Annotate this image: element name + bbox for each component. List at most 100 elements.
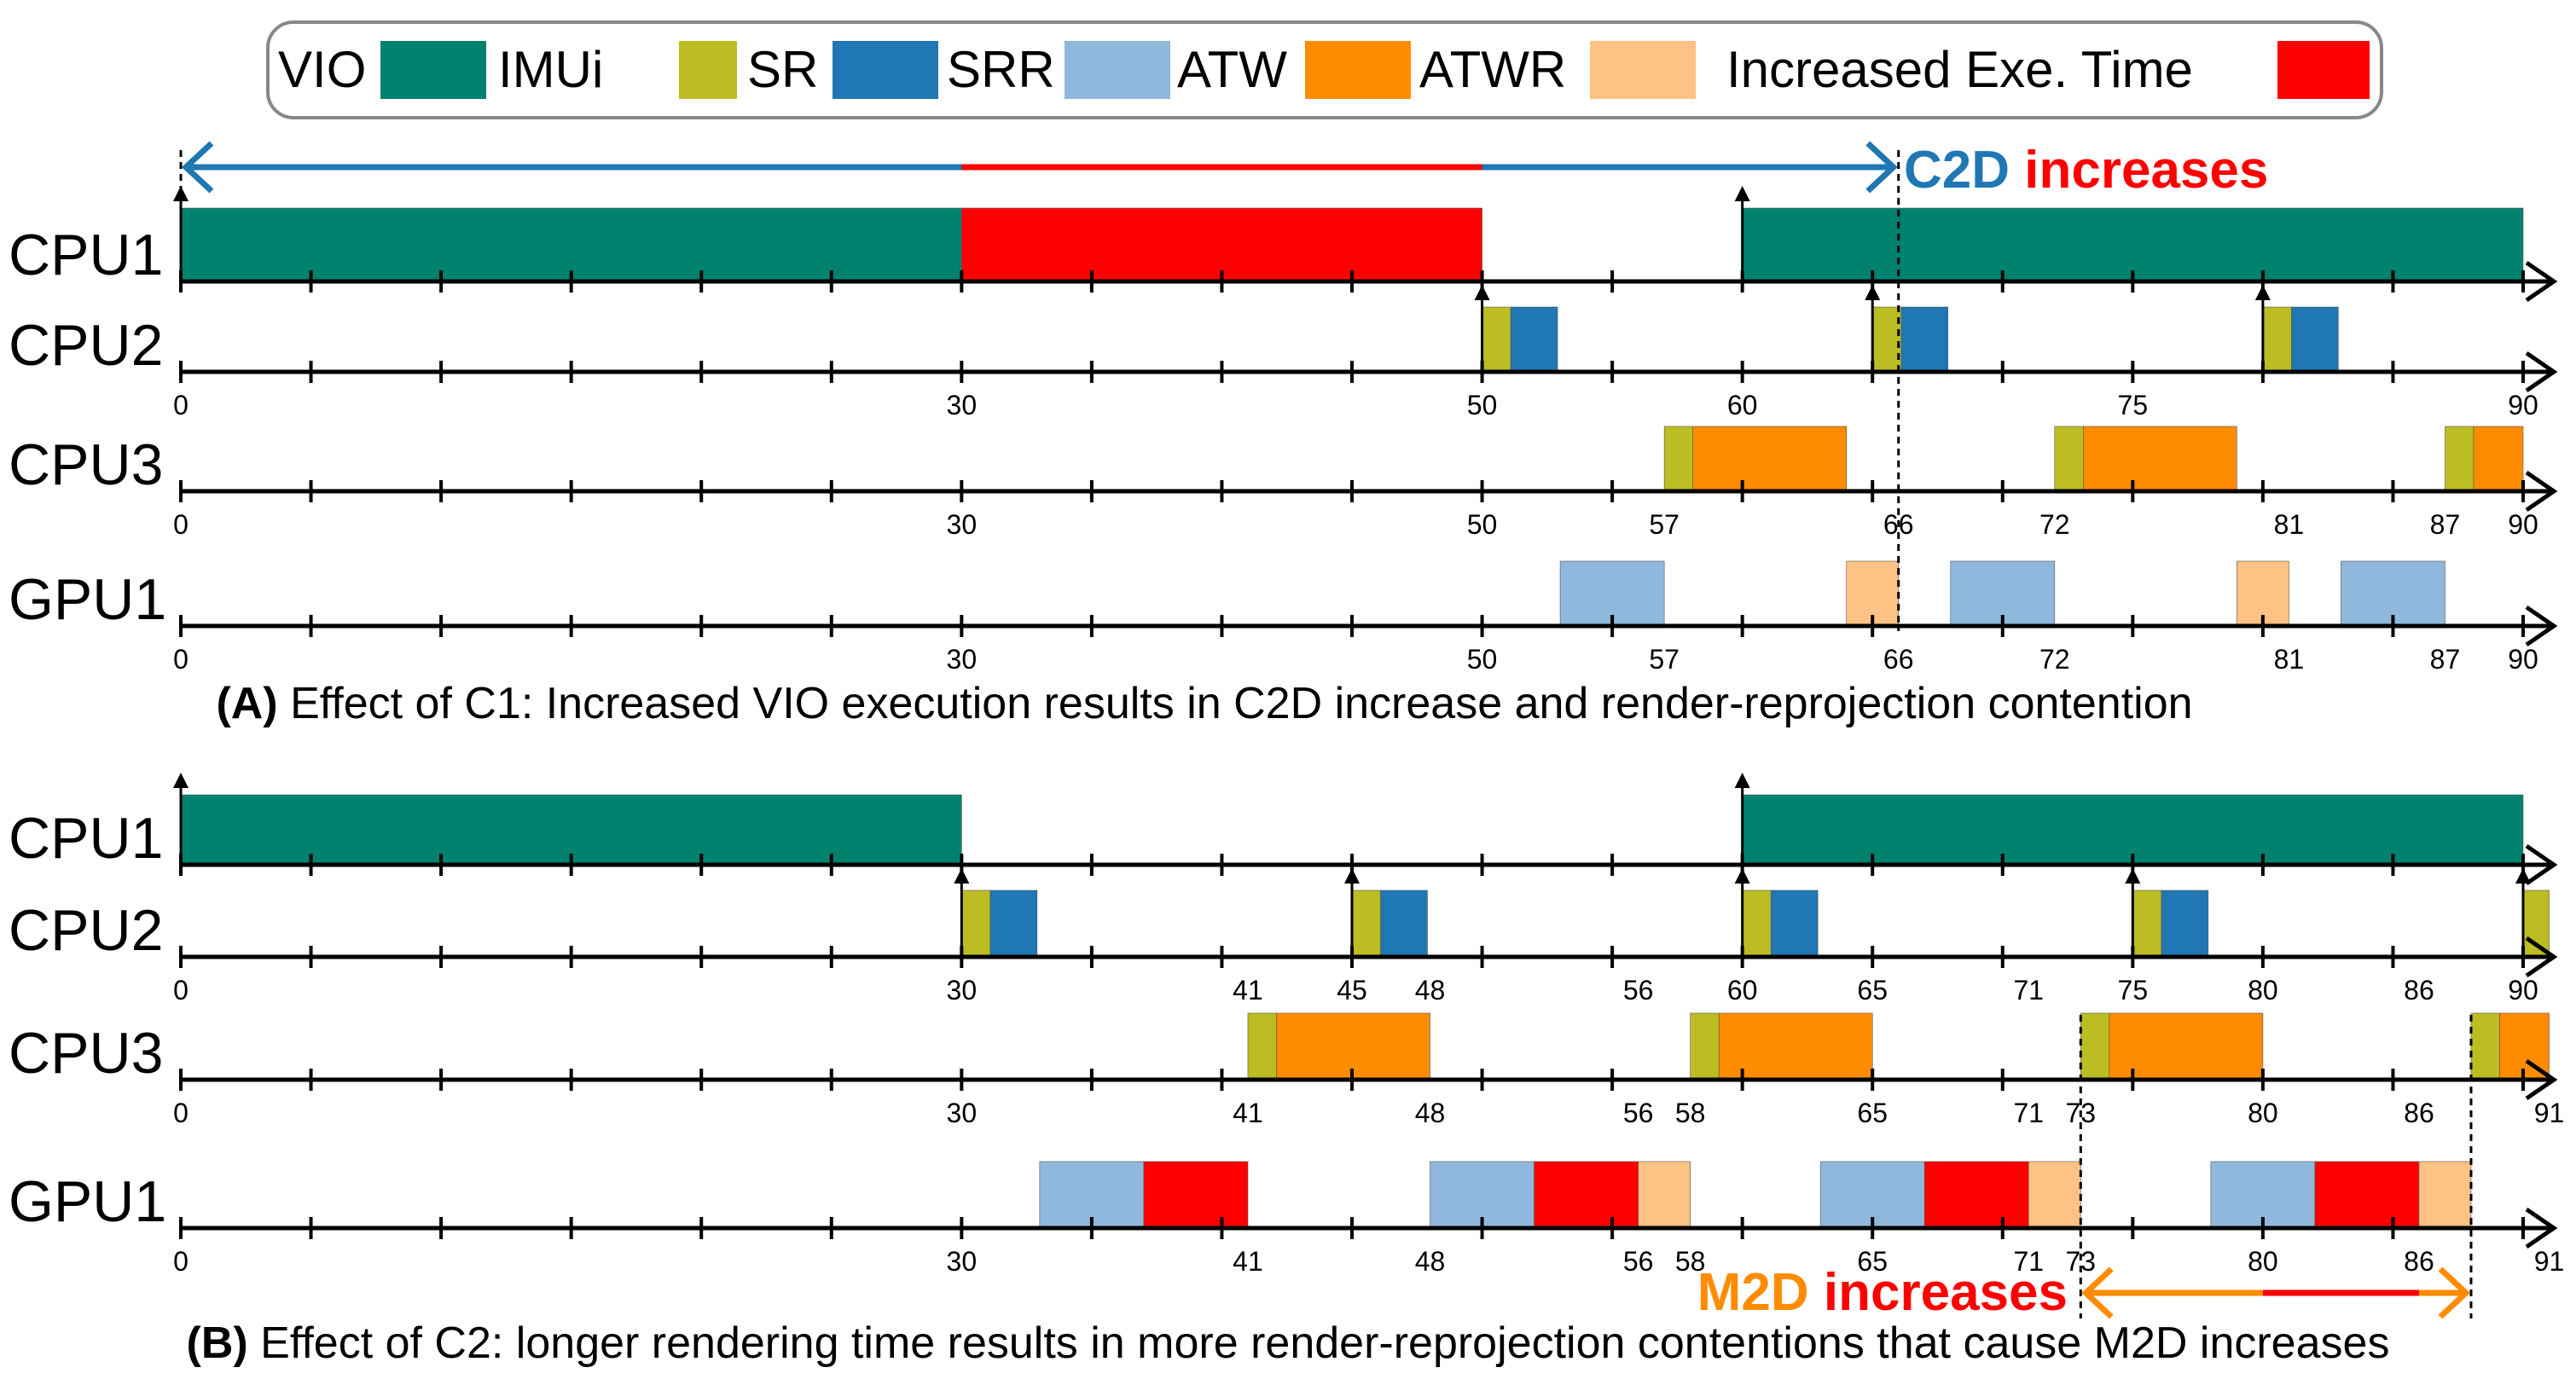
annotation-arrow-left — [181, 141, 214, 194]
task-block — [180, 207, 962, 282]
legend-label: ATW — [1177, 41, 1287, 98]
tick-label: 60 — [1727, 975, 1758, 1005]
annotation-arrow-left — [2081, 1266, 2114, 1319]
tick-label: 90 — [2508, 644, 2538, 675]
task-block — [1638, 1161, 1691, 1229]
task-block — [1692, 426, 1848, 492]
legend-swatch — [2277, 41, 2370, 99]
task-block — [2083, 426, 2237, 492]
tick-label: 87 — [2430, 644, 2461, 675]
task-block — [961, 890, 991, 958]
legend-swatch — [1305, 41, 1411, 99]
task-block — [1380, 890, 1428, 958]
tick-label: 72 — [2039, 509, 2070, 540]
tick-label: 30 — [947, 975, 978, 1005]
row-label: CPU2 — [9, 313, 163, 378]
task-block — [1923, 1161, 2029, 1229]
row-label: GPU1 — [9, 1169, 166, 1234]
legend-swatch — [1590, 41, 1696, 99]
task-block — [2054, 426, 2084, 492]
tick-label: 41 — [1233, 975, 1263, 1005]
tick-label: 0 — [173, 1098, 189, 1128]
tick-label: 56 — [1623, 1098, 1654, 1128]
tick-label: 65 — [1857, 975, 1888, 1005]
tick-label: 80 — [2248, 1098, 2278, 1128]
tick-label: 86 — [2404, 1098, 2434, 1128]
caption-a: (A) Effect of C1: Increased VIO executio… — [216, 679, 2192, 728]
row-label: CPU2 — [9, 898, 163, 963]
row-label: CPU1 — [9, 806, 163, 871]
tick-label: 90 — [2508, 975, 2538, 1005]
tick-label: 66 — [1883, 644, 1914, 675]
panel-a: CPU1 CPU2 0 30 50 60 75 90 CPU3 0 30 50 57 66 72 81 87 90… — [9, 141, 2558, 675]
legend-label: VIO — [278, 41, 366, 98]
release-arrow-head — [1734, 868, 1750, 884]
task-block — [1718, 1012, 1873, 1081]
tick-label: 60 — [1727, 390, 1758, 420]
task-block — [1534, 1161, 1639, 1229]
release-arrow-head — [173, 773, 189, 788]
axis-arrow-head — [2525, 936, 2558, 978]
row-label: CPU1 — [9, 223, 163, 287]
release-arrow-head — [1734, 773, 1750, 788]
release-arrow-head — [1734, 186, 1750, 201]
task-block — [1482, 306, 1511, 373]
row-label: CPU3 — [9, 432, 163, 497]
tick-label: 81 — [2274, 509, 2305, 540]
task-block — [1742, 207, 2524, 282]
legend-label: IMUi — [498, 41, 603, 98]
tick-label: 65 — [1857, 1098, 1888, 1128]
tick-label: 0 — [173, 509, 189, 540]
task-block — [2445, 426, 2474, 492]
tick-label: 80 — [2248, 1246, 2278, 1277]
task-block — [1742, 794, 2524, 866]
annotation-arrow-right — [2438, 1266, 2471, 1319]
tick-label: 90 — [2508, 509, 2538, 540]
legend-swatch — [380, 41, 486, 99]
axis-arrow-head — [2525, 470, 2558, 513]
tick-label: 86 — [2404, 1246, 2434, 1277]
tick-label: 50 — [1467, 390, 1498, 420]
axis-arrow-head — [2525, 843, 2558, 886]
release-arrow-head — [2125, 868, 2141, 884]
tick-label: 75 — [2118, 390, 2149, 420]
task-block — [1900, 306, 1949, 373]
tick-label: 48 — [1415, 1098, 1446, 1128]
tick-label: 50 — [1467, 509, 1498, 540]
tick-label: 81 — [2274, 644, 2305, 675]
tick-label: 71 — [2013, 1098, 2044, 1128]
task-block — [1143, 1161, 1249, 1229]
task-block — [989, 890, 1038, 958]
task-block — [2262, 306, 2292, 373]
task-block — [2109, 1012, 2264, 1081]
tick-label: 41 — [1233, 1246, 1263, 1277]
tick-label: 0 — [173, 1246, 189, 1277]
task-block — [2470, 1012, 2500, 1081]
tick-label: 0 — [173, 975, 189, 1005]
task-block — [1871, 306, 1902, 373]
axis-arrow-head — [2525, 351, 2558, 393]
row-label: GPU1 — [9, 567, 166, 632]
tick-label: 30 — [947, 1098, 978, 1128]
release-arrow-head — [954, 868, 970, 884]
task-block — [1663, 426, 1693, 492]
release-arrow-head — [2254, 285, 2271, 300]
tick-label: 30 — [947, 644, 978, 675]
task-block — [2473, 426, 2524, 492]
tick-label: 80 — [2248, 975, 2278, 1005]
task-block — [1351, 890, 1381, 958]
release-arrow-head — [1474, 285, 1490, 300]
tick-label: 90 — [2508, 390, 2538, 420]
task-block — [2418, 1161, 2472, 1229]
tick-label: 30 — [947, 1246, 978, 1277]
tick-label: 0 — [173, 390, 189, 420]
tick-label: 86 — [2404, 975, 2434, 1005]
axis-arrow-head — [2525, 1207, 2558, 1249]
task-block — [1742, 890, 1772, 958]
tick-label: 41 — [1233, 1098, 1263, 1128]
legend-swatch — [1065, 41, 1170, 99]
legend-label: SRR — [947, 41, 1055, 98]
tick-label: 71 — [2013, 1246, 2044, 1277]
axis-arrow-head — [2525, 605, 2558, 647]
